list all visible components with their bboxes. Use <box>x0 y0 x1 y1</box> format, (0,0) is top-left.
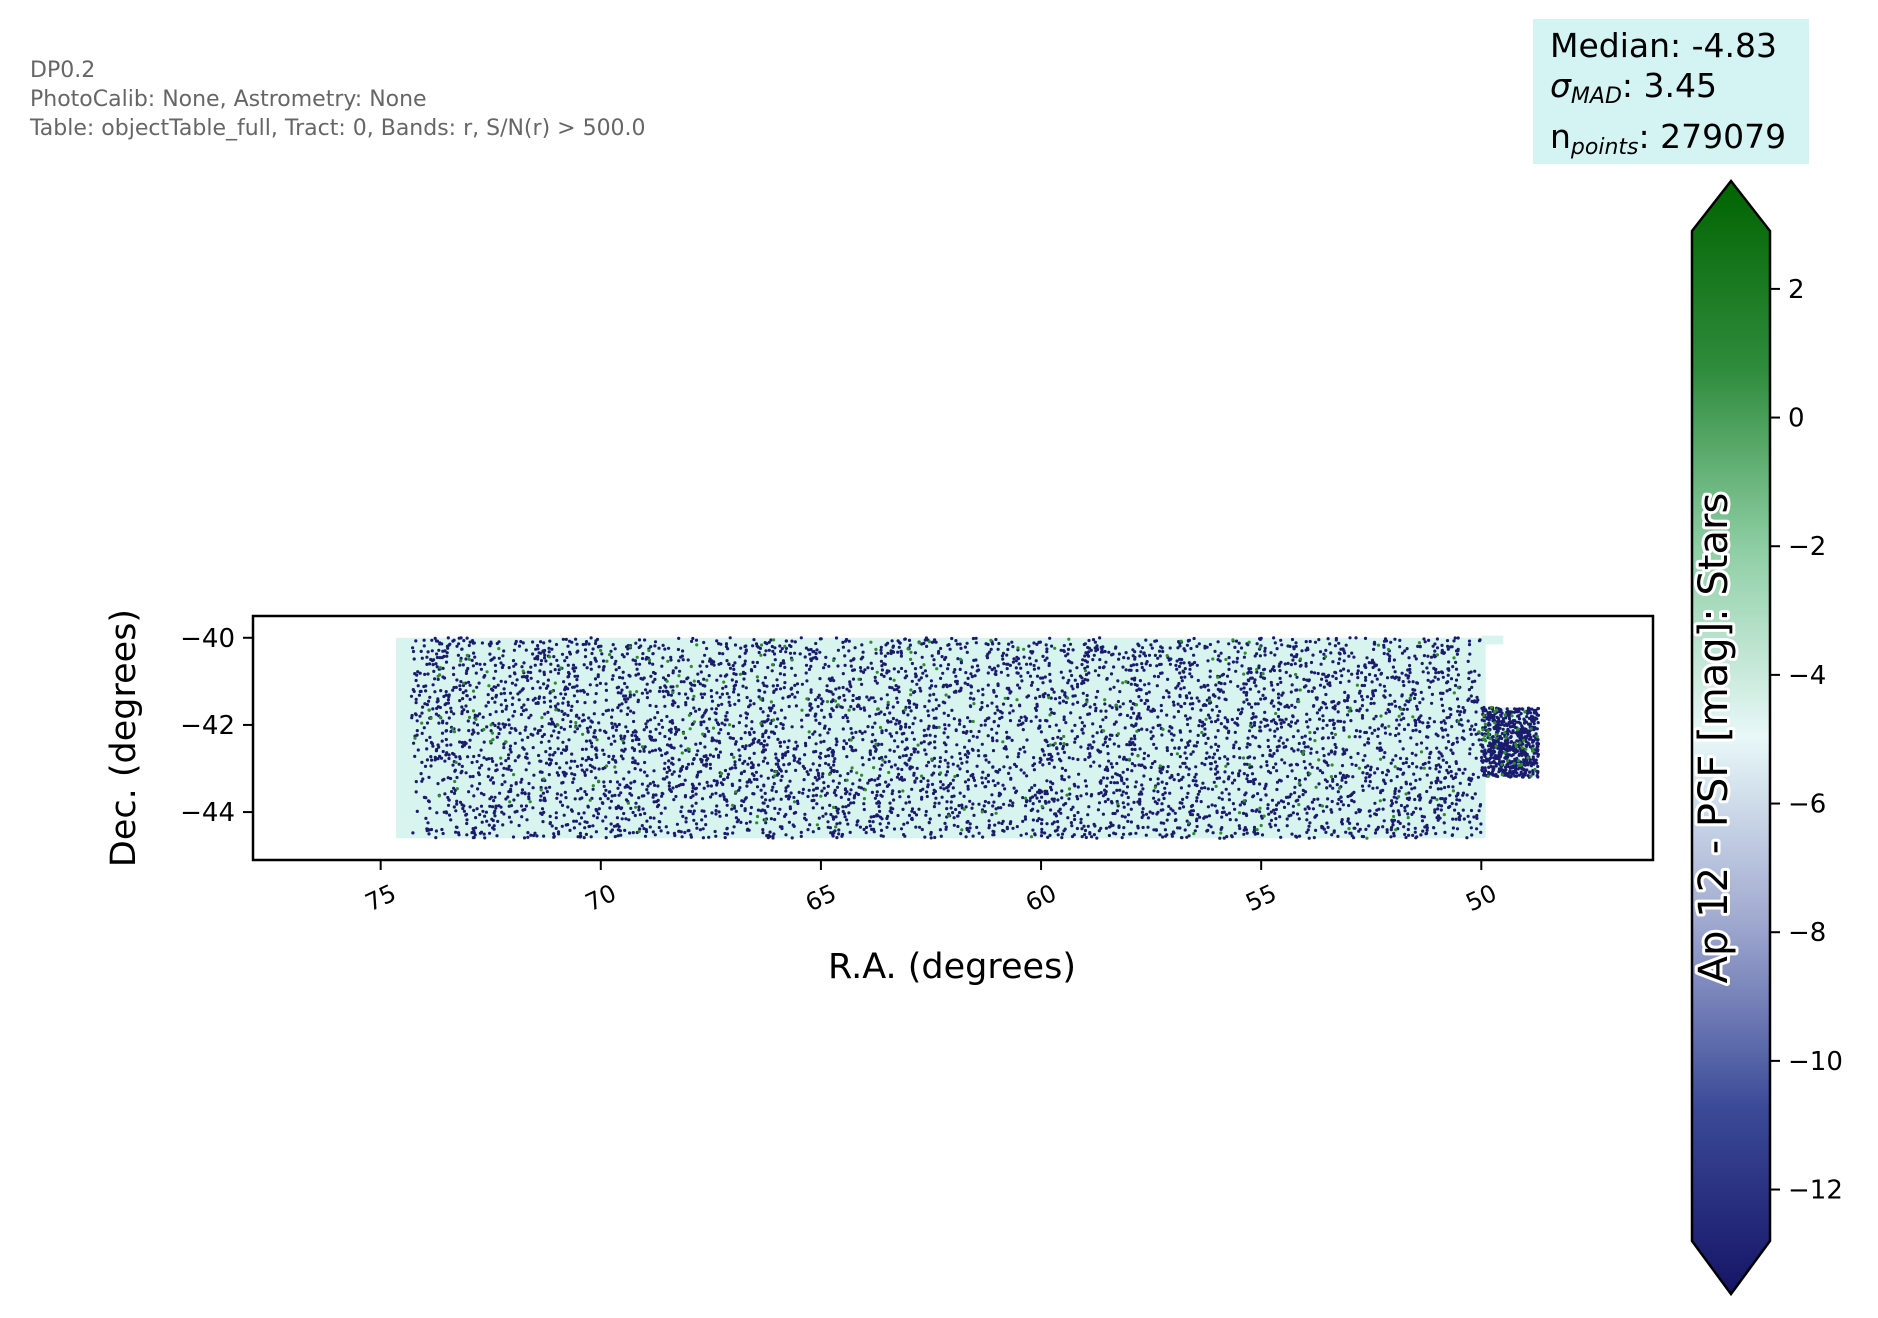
x-axis-label: R.A. (degrees) <box>828 947 1076 987</box>
y-tick-label: −44 <box>180 798 235 828</box>
footprint-background <box>396 635 1539 839</box>
colorbar-tick-label: −12 <box>1788 1176 1843 1206</box>
x-tick-label: 50 <box>1462 879 1502 917</box>
colorbar-tick-label: −8 <box>1788 918 1826 948</box>
x-tick-label: 70 <box>581 879 621 917</box>
colorbar-tick-label: −10 <box>1788 1047 1843 1077</box>
x-axis: 75 70 65 60 55 50 <box>361 860 1501 917</box>
plot-frame <box>251 614 1655 862</box>
x-tick-label: 60 <box>1021 879 1061 917</box>
n-symbol: n <box>1550 117 1571 156</box>
colorbar-tick-label: −6 <box>1788 790 1826 820</box>
y-tick-label: −40 <box>180 624 235 654</box>
points-outlier <box>413 637 1539 840</box>
plot-info: DP0.2 PhotoCalib: None, Astrometry: None… <box>30 56 646 143</box>
y-axis: −40 −42 −44 <box>180 624 253 828</box>
n-subscript: points <box>1570 135 1639 160</box>
colorbar: 2 0 −2 −4 −6 −8 −10 −12 Ap 12 - PSF [mag]: Star… <box>1688 178 1843 1297</box>
x-tick-label: 65 <box>801 879 841 917</box>
y-tick-label: −42 <box>180 711 235 741</box>
colorbar-tick-label: 0 <box>1788 404 1805 434</box>
colorbar-label: Ap 12 - PSF [mag]: Stars <box>1691 493 1737 984</box>
colorbar-tick-label: 2 <box>1788 275 1805 305</box>
data-points <box>409 636 1541 840</box>
stats-median: Median: -4.83 <box>1550 26 1778 65</box>
colorbar-gradient <box>1690 178 1772 1297</box>
footprint-main <box>396 637 1486 839</box>
info-data-release: DP0.2 <box>30 58 96 83</box>
colorbar-tick-label: −4 <box>1788 661 1826 691</box>
info-calibration: PhotoCalib: None, Astrometry: None <box>30 87 427 112</box>
stats-sigma: σMAD: 3.45 <box>1550 66 1809 117</box>
stats-box: Median: -4.83 σMAD: 3.45 npoints: 279079 <box>1533 19 1809 164</box>
x-tick-label: 55 <box>1241 879 1281 917</box>
colorbar-ticks: 2 0 −2 −4 −6 −8 −10 −12 <box>1770 275 1843 1206</box>
n-value: : 279079 <box>1638 117 1787 156</box>
x-tick-label: 75 <box>361 879 401 917</box>
plot-area: 75 70 65 60 55 50 −40 −42 −44 R.A. (degrees) De… <box>104 609 1655 987</box>
colorbar-tick-label: −2 <box>1788 532 1826 562</box>
footprint-notch <box>1481 635 1504 645</box>
sigma-symbol: σ <box>1550 66 1571 105</box>
info-table: Table: objectTable_full, Tract: 0, Bands… <box>30 116 646 141</box>
sigma-value: : 3.45 <box>1621 66 1717 105</box>
sigma-subscript: MAD <box>1570 84 1622 109</box>
stats-npoints: npoints: 279079 <box>1550 117 1809 168</box>
points-primary <box>409 636 1541 840</box>
y-axis-label: Dec. (degrees) <box>104 609 144 867</box>
